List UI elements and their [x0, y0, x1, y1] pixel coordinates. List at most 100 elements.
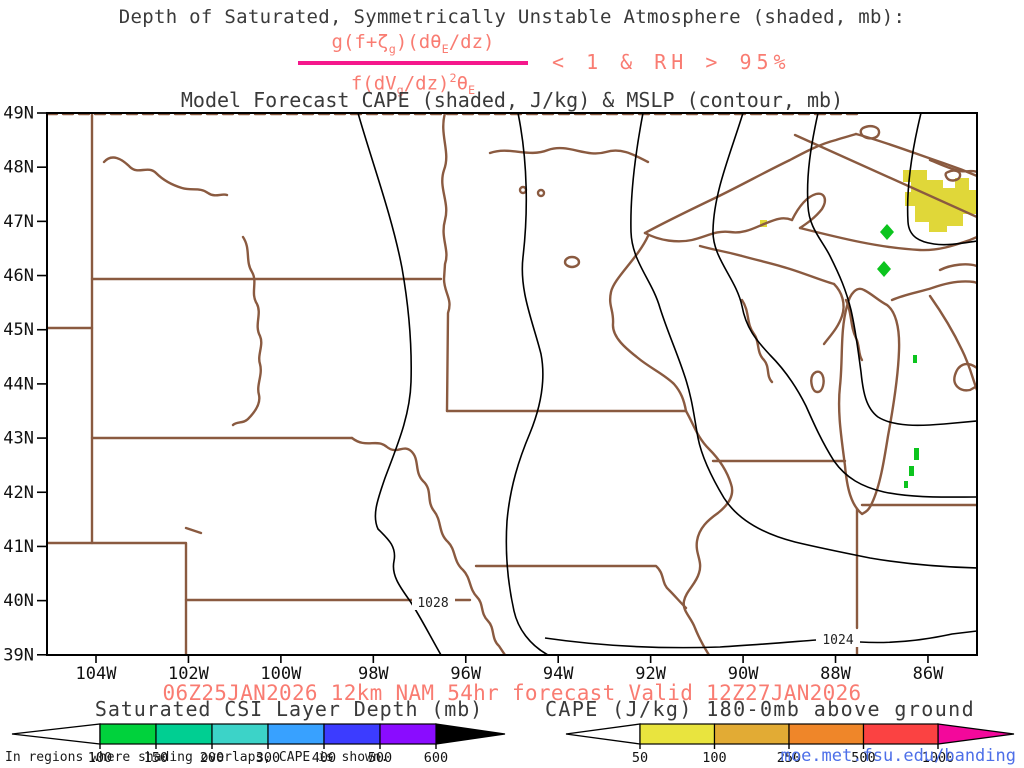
- formula-subscript: g: [388, 41, 396, 56]
- lake-outline: [563, 255, 581, 269]
- contour-label-1024: 1024: [822, 633, 853, 648]
- colorbar-segment: [713, 723, 790, 745]
- csi-shading: [877, 224, 919, 488]
- canada-border-lake-superior: [793, 133, 976, 218]
- missouri-river-border: [350, 436, 506, 654]
- missouri-river-nd: [102, 156, 229, 197]
- colorbar-tick-label: 300: [256, 750, 280, 766]
- colorbar-tick-label: 250: [777, 750, 801, 766]
- colorbar-tick-label: 500: [368, 750, 392, 766]
- formula-fraction-bar: [298, 60, 528, 65]
- csi-shaded-spot: [913, 355, 917, 363]
- formula-text: θ: [456, 72, 469, 95]
- colorbar-tick-label: 150: [144, 750, 168, 766]
- colorbar-end-arrow: [435, 723, 506, 745]
- cape-colorbar: 50 100 250 500 1000: [565, 723, 1015, 766]
- cape-shading: [760, 170, 976, 232]
- formula-subscript: g: [396, 82, 404, 97]
- formula-superscript: 2: [449, 70, 457, 85]
- formula-text: f(dV: [350, 72, 397, 95]
- state-border-line: [740, 298, 774, 384]
- lake-michigan: [837, 287, 901, 516]
- lon-tick-label: 90W: [728, 664, 759, 684]
- lat-tick-label: 42N: [3, 483, 34, 503]
- colorbar-segment: [211, 723, 269, 745]
- mslp-contour: [505, 114, 548, 654]
- lon-tick-label: 92W: [635, 664, 666, 684]
- door-peninsula-shore: [844, 298, 864, 362]
- formula-text: g(f+ζ: [331, 31, 389, 53]
- lat-tick-label: 40N: [3, 591, 34, 611]
- colorbar-tick-label: 1000: [922, 750, 955, 766]
- csi-colorbar: 100 150 200 300 400 500 600: [11, 723, 506, 766]
- green-bay-shore: [822, 282, 845, 346]
- formula-subscript: E: [468, 82, 476, 97]
- contour-label-mask: [412, 594, 455, 610]
- lat-tick-label: 43N: [3, 429, 34, 449]
- colorbar-segment: [155, 723, 213, 745]
- overlap-note: In regions where shading overlaps, CAPE …: [5, 750, 389, 765]
- page-title: Depth of Saturated, Symmetrically Unstab…: [118, 6, 906, 28]
- mslp-contour: [712, 114, 976, 498]
- page-subtitle: Model Forecast CAPE (shaded, J/kg) & MSL…: [180, 88, 844, 112]
- lon-tick-label: 104W: [76, 664, 118, 684]
- csi-colorbar-title: Saturated CSI Layer Depth (mb): [94, 697, 484, 721]
- mslp-contour-1024: [544, 630, 976, 649]
- lon-tick-label: 96W: [450, 664, 481, 684]
- colorbar-end-arrow: [937, 723, 1015, 745]
- lake-huron-shore: [928, 294, 976, 391]
- state-border-line: [48, 541, 188, 654]
- island-outline: [859, 125, 881, 140]
- river-segment: [184, 526, 203, 535]
- upper-peninsula-shore: [698, 244, 836, 286]
- mslp-contours: [357, 114, 976, 654]
- formula-text: /dz): [448, 31, 495, 53]
- lake-winnebago: [810, 370, 825, 394]
- formula-text: /dz): [403, 72, 450, 95]
- lake-superior-south-shore-east: [798, 226, 976, 252]
- mslp-contour: [906, 114, 976, 246]
- longitude-axis: 104W 102W 100W 98W 96W 94W 92W 90W 88W 86W: [76, 655, 944, 684]
- colorbar-start-arrow: [565, 723, 641, 745]
- mslp-contour: [357, 114, 442, 654]
- lon-tick-label: 94W: [543, 664, 574, 684]
- forecast-valid-line: 06Z25JAN2026 12km NAM 54hr forecast Vali…: [162, 681, 862, 705]
- cape-shaded-cell: [936, 224, 947, 232]
- csi-shaded-spot: [904, 481, 908, 488]
- lon-tick-label: 98W: [358, 664, 389, 684]
- lake-superior-north-shore: [643, 132, 858, 235]
- colorbar-start-arrow: [11, 723, 101, 745]
- straits-shoreline: [890, 280, 976, 302]
- csi-shaded-spot: [914, 448, 919, 460]
- csi-shaded-spot: [877, 261, 891, 277]
- colorbar-segment: [267, 723, 325, 745]
- site-url: moe.met.fsu.edu/banding: [780, 746, 1016, 766]
- lake-outline: [536, 188, 546, 198]
- formula-numerator: g(f+ζg)(dθE/dz): [298, 31, 528, 60]
- lon-tick-label: 86W: [913, 664, 944, 684]
- colorbar-segment: [788, 723, 865, 745]
- colorbar-tick-label: 100: [88, 750, 112, 766]
- saginaw-bay-shore: [953, 362, 976, 392]
- colorbar-segment: [99, 723, 157, 745]
- formula-subscript: E: [441, 41, 449, 56]
- lon-tick-label: 88W: [820, 664, 851, 684]
- lake-outline: [518, 185, 528, 195]
- colorbar-segment: [862, 723, 939, 745]
- lat-tick-label: 45N: [3, 320, 34, 340]
- island-outline: [944, 169, 962, 182]
- border-lakes-chain: [488, 146, 650, 164]
- csi-shaded-spot: [880, 224, 894, 240]
- lat-tick-label: 47N: [3, 212, 34, 232]
- formula-denominator: f(dVg/dz)2θE: [298, 67, 528, 101]
- colorbar-tick-label: 200: [200, 750, 224, 766]
- red-river-border: [441, 114, 451, 413]
- colorbar-tick-label: 400: [312, 750, 336, 766]
- colorbar-tick-label: 600: [424, 750, 448, 766]
- mslp-contour: [630, 114, 976, 569]
- lat-tick-label: 46N: [3, 266, 34, 286]
- latitude-axis: 49N 48N 47N 46N 45N 44N 43N 42N 41N 40N 39N: [3, 104, 47, 665]
- lat-tick-label: 48N: [3, 158, 34, 178]
